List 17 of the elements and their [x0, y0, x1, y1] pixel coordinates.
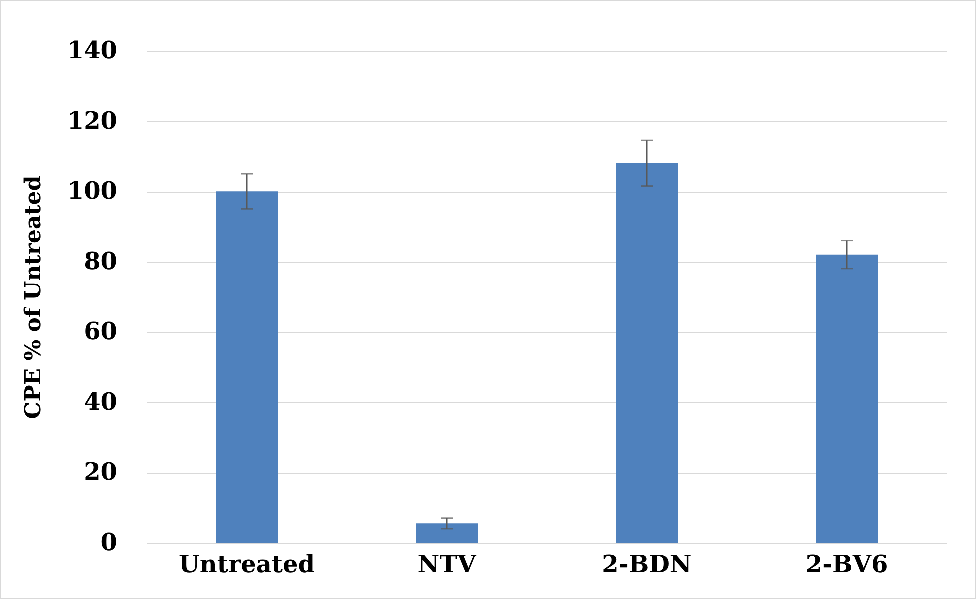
y-tick-label: 100	[67, 176, 118, 206]
x-tick-label: 2-BDN	[602, 550, 692, 578]
y-tick-label: 80	[84, 246, 118, 276]
y-tick-label: 120	[67, 106, 118, 135]
y-tick-label: 60	[84, 316, 118, 346]
x-tick-label: NTV	[418, 550, 477, 578]
bar	[416, 524, 478, 543]
bar	[616, 163, 678, 543]
y-axis-title: CPE % of Untreated	[20, 176, 46, 420]
y-tick-label: 140	[67, 36, 118, 64]
x-tick-label: Untreated	[178, 550, 316, 578]
y-tick-label: 0	[100, 528, 118, 556]
bar	[816, 254, 878, 543]
y-tick-label: 40	[84, 386, 118, 416]
bar	[216, 192, 278, 543]
x-tick-label: 2-BV6	[806, 550, 888, 578]
y-tick-label: 20	[84, 457, 118, 486]
